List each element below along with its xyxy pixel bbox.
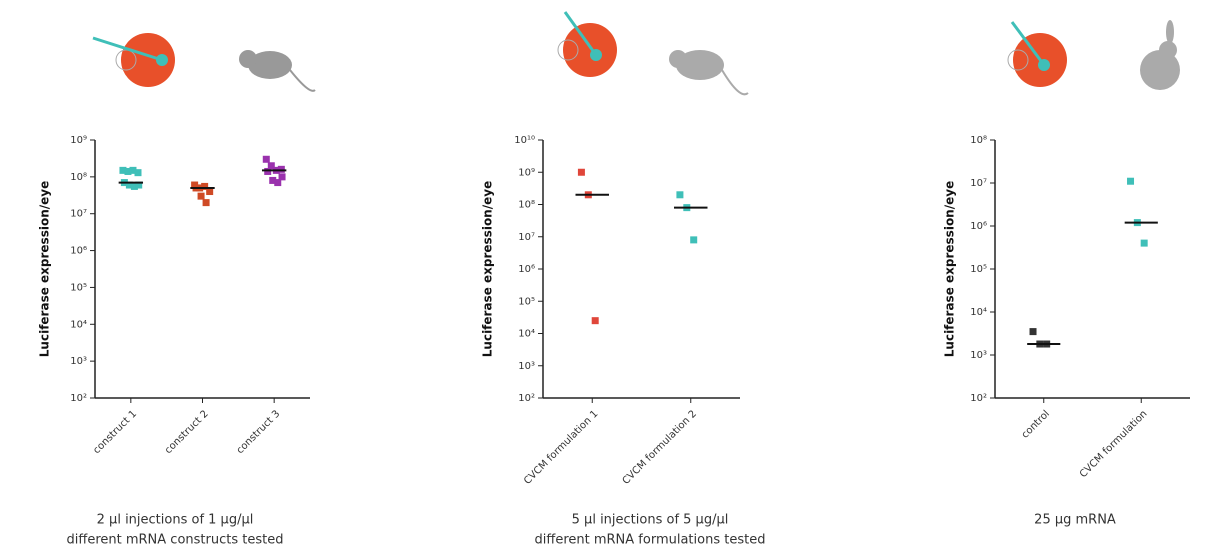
data-point [592,317,599,324]
data-point [690,236,697,243]
caption: different mRNA constructs tested [67,533,284,548]
y-tick-label: 10⁸ [518,200,535,211]
data-point [676,191,683,198]
y-tick-label: 10² [518,393,535,404]
data-point [264,168,271,175]
y-tick-label: 10⁶ [70,246,87,257]
y-tick-label: 10² [970,393,987,404]
y-tick-label: 10⁵ [518,296,535,307]
y-tick-label: 10⁸ [970,135,987,146]
y-tick-label: 10⁴ [70,319,87,330]
data-point [203,199,210,206]
data-point [279,173,286,180]
x-tick-label: construct 1 [91,408,139,456]
y-tick-label: 10⁸ [70,172,87,183]
eye-icon [1008,22,1067,87]
data-point [263,156,270,163]
y-tick-label: 10⁴ [518,329,535,340]
x-tick-label: CVCM formulation 1 [522,408,600,486]
y-tick-label: 10⁴ [970,307,987,318]
y-tick-label: 10¹⁰ [514,135,535,146]
y-tick-label: 10² [70,393,87,404]
caption: 5 µl injections of 5 µg/µl [572,513,729,528]
y-axis-label: Luciferase expression/eye [38,181,52,357]
y-tick-label: 10⁶ [970,221,987,232]
eye-icon [93,33,175,87]
data-point [206,188,213,195]
y-tick-label: 10⁹ [518,167,535,178]
rabbit-icon [1140,20,1180,90]
y-tick-label: 10³ [518,361,535,372]
x-tick-label: construct 3 [235,408,283,456]
y-axis-label: Luciferase expression/eye [481,181,495,357]
caption: 2 µl injections of 1 µg/µl [97,513,254,528]
data-point [278,166,285,173]
y-tick-label: 10⁵ [970,264,987,275]
icons [93,12,1180,94]
data-point [198,193,205,200]
eye-icon [558,12,617,77]
chart-panel: 10² 10³ 10⁴ 10⁵ 10⁶ 10⁷ 10⁸ 10⁹ Luciferase expre… [38,135,311,548]
data-point [135,169,142,176]
data-point [1127,178,1134,185]
x-tick-label: control [1020,408,1052,440]
y-tick-label: 10⁷ [518,232,535,243]
figure: 10² 10³ 10⁴ 10⁵ 10⁶ 10⁷ 10⁸ 10⁹ Luciferase expre… [0,0,1212,556]
x-tick-label: CVCM formulation [1078,408,1150,480]
y-axis-label: Luciferase expression/eye [943,181,957,357]
x-tick-label: CVCM formulation 2 [621,408,699,486]
caption: different mRNA formulations tested [535,533,766,548]
y-tick-label: 10³ [970,350,987,361]
data-point [1141,240,1148,247]
y-tick-label: 10⁷ [970,178,987,189]
x-tick-label: construct 2 [163,408,211,456]
chart-panel: 10² 10³ 10⁴ 10⁵ 10⁶ 10⁷ 10⁸ Luciferase expressi… [943,135,1191,528]
y-tick-label: 10⁷ [70,209,87,220]
y-tick-label: 10⁹ [70,135,87,146]
data-point [578,169,585,176]
y-tick-label: 10⁵ [70,282,87,293]
mouse-icon [239,50,315,91]
y-tick-label: 10³ [70,356,87,367]
data-point [1030,328,1037,335]
rat-icon [669,50,748,94]
chart-panel: 10² 10³ 10⁴ 10⁵ 10⁶ 10⁷ 10⁸ 10⁹ 10¹⁰ Luciferase e… [481,135,766,548]
y-tick-label: 10⁶ [518,264,535,275]
caption: 25 µg mRNA [1034,513,1116,528]
